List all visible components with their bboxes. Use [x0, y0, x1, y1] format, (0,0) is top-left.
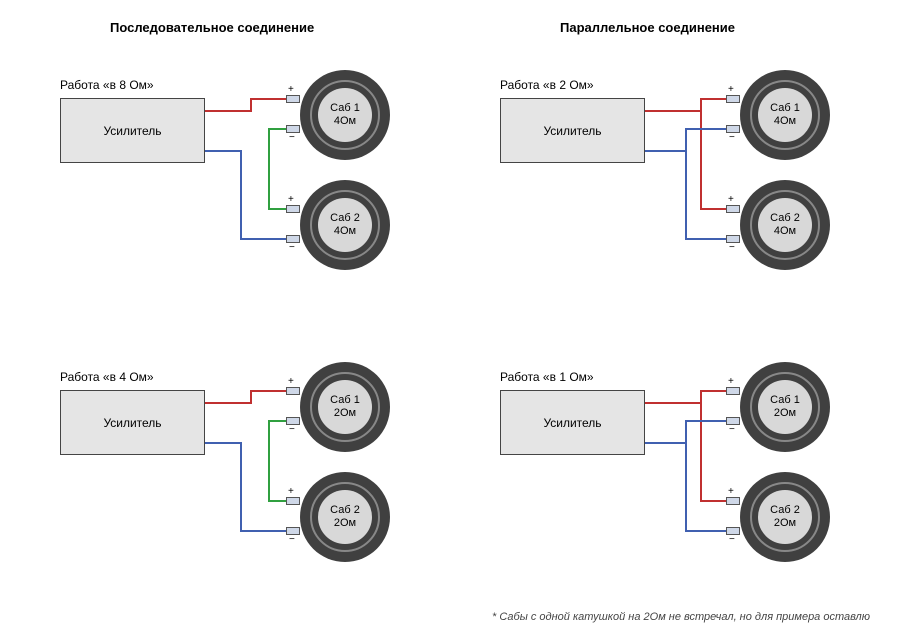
speaker-impedance: 4Ом [774, 225, 796, 238]
plus-icon: + [288, 196, 294, 204]
wire-pos [250, 390, 252, 404]
plus-icon: + [728, 378, 734, 386]
minus-icon: − [729, 426, 735, 434]
wire-pos [250, 390, 286, 392]
wire-pos [700, 390, 702, 502]
amplifier-bl: Усилитель [60, 390, 205, 455]
speaker-br-2: Саб 22Ом + − [740, 472, 830, 562]
minus-icon: − [289, 134, 295, 142]
wire-neg [645, 442, 685, 444]
wire-link [268, 128, 270, 208]
terminal-pos [726, 205, 740, 213]
wire-link [268, 420, 270, 500]
speaker-br-1: Саб 12Ом + − [740, 362, 830, 452]
wire-neg [240, 238, 286, 240]
wire-pos [700, 390, 726, 392]
wire-link [268, 500, 286, 502]
terminal-pos [726, 95, 740, 103]
speaker-bl-2: Саб 22Ом + − [300, 472, 390, 562]
speaker-impedance: 2Ом [334, 517, 356, 530]
speaker-name: Саб 2 [770, 504, 800, 517]
speaker-impedance: 2Ом [774, 517, 796, 530]
wire-neg [685, 128, 726, 130]
heading-parallel: Параллельное соединение [560, 20, 735, 35]
wire-pos [205, 402, 250, 404]
speaker-name: Саб 2 [330, 212, 360, 225]
wire-link [268, 128, 286, 130]
speaker-impedance: 4Ом [334, 225, 356, 238]
wire-neg [240, 150, 242, 240]
plus-icon: + [288, 378, 294, 386]
speaker-tr-1: Саб 14Ом + − [740, 70, 830, 160]
terminal-pos [286, 205, 300, 213]
speaker-impedance: 2Ом [334, 407, 356, 420]
terminal-pos [286, 387, 300, 395]
wire-pos [645, 402, 700, 404]
amplifier-br: Усилитель [500, 390, 645, 455]
wire-pos [250, 98, 252, 112]
amplifier-tr: Усилитель [500, 98, 645, 163]
impedance-label-bl: Работа «в 4 Ом» [60, 370, 154, 384]
wire-neg [685, 530, 726, 532]
plus-icon: + [288, 86, 294, 94]
plus-icon: + [728, 488, 734, 496]
speaker-name: Саб 1 [770, 102, 800, 115]
wire-pos [250, 98, 286, 100]
wire-pos [700, 500, 726, 502]
speaker-impedance: 4Ом [774, 115, 796, 128]
speaker-bl-1: Саб 12Ом + − [300, 362, 390, 452]
wire-pos [700, 208, 726, 210]
wire-link [268, 208, 286, 210]
minus-icon: − [289, 426, 295, 434]
terminal-pos [726, 497, 740, 505]
speaker-impedance: 4Ом [334, 115, 356, 128]
speaker-name: Саб 1 [330, 102, 360, 115]
minus-icon: − [289, 536, 295, 544]
speaker-name: Саб 2 [330, 504, 360, 517]
terminal-pos [726, 387, 740, 395]
minus-icon: − [289, 244, 295, 252]
wire-neg [205, 150, 242, 152]
wire-neg [685, 128, 687, 240]
speaker-name: Саб 1 [770, 394, 800, 407]
footnote: * Сабы с одной катушкой на 2Ом не встреч… [492, 611, 870, 623]
impedance-label-tr: Работа «в 2 Ом» [500, 78, 594, 92]
wire-pos [645, 110, 700, 112]
speaker-tr-2: Саб 24Ом + − [740, 180, 830, 270]
wire-neg [205, 442, 242, 444]
speaker-tl-2: Саб 24Ом + − [300, 180, 390, 270]
wire-neg [240, 442, 242, 532]
impedance-label-br: Работа «в 1 Ом» [500, 370, 594, 384]
minus-icon: − [729, 244, 735, 252]
wire-link [268, 420, 286, 422]
terminal-pos [286, 497, 300, 505]
impedance-label-tl: Работа «в 8 Ом» [60, 78, 154, 92]
speaker-name: Саб 2 [770, 212, 800, 225]
wire-pos [700, 98, 726, 100]
wire-neg [685, 420, 726, 422]
wire-pos [205, 110, 250, 112]
wire-neg [685, 420, 687, 532]
terminal-pos [286, 95, 300, 103]
wire-neg [685, 238, 726, 240]
plus-icon: + [728, 196, 734, 204]
amplifier-tl: Усилитель [60, 98, 205, 163]
speaker-tl-1: Саб 14Ом + − [300, 70, 390, 160]
speaker-impedance: 2Ом [774, 407, 796, 420]
wire-neg [240, 530, 286, 532]
heading-series: Последовательное соединение [110, 20, 314, 35]
speaker-name: Саб 1 [330, 394, 360, 407]
plus-icon: + [728, 86, 734, 94]
plus-icon: + [288, 488, 294, 496]
minus-icon: − [729, 536, 735, 544]
wire-pos [700, 98, 702, 210]
wire-neg [645, 150, 685, 152]
minus-icon: − [729, 134, 735, 142]
